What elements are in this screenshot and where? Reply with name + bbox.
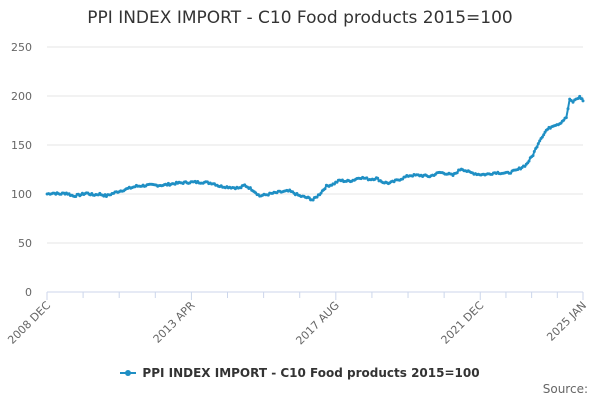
x-tick-label: 2025 JAN — [544, 299, 589, 344]
y-tick-labels: 0 50 100 150 200 250 — [11, 41, 32, 299]
y-tick-label: 200 — [11, 90, 32, 103]
data-point — [248, 186, 252, 190]
y-tick-label: 0 — [25, 286, 32, 299]
data-point — [535, 145, 539, 149]
y-tick-label: 250 — [11, 41, 32, 54]
y-tick-label: 50 — [18, 237, 32, 250]
x-tick-label: 2021 DEC — [439, 299, 487, 347]
data-point — [571, 100, 575, 104]
data-point — [542, 133, 546, 137]
series-line — [46, 95, 584, 201]
x-tick-label: 2017 AUG — [293, 299, 342, 348]
data-point — [532, 150, 536, 153]
data-point — [531, 154, 535, 158]
series-layer — [45, 94, 585, 202]
gridlines — [47, 46, 583, 244]
x-tick-labels: 2008 DEC 2013 APR 2017 AUG 2021 DEC 2025 JAN — [5, 299, 589, 348]
data-point — [566, 107, 570, 111]
data-point — [562, 118, 566, 122]
data-point — [576, 97, 580, 100]
legend-line-marker — [120, 369, 137, 376]
y-tick-label: 100 — [11, 188, 32, 201]
data-point — [319, 191, 323, 195]
data-point — [536, 142, 540, 146]
legend-label: PPI INDEX IMPORT - C10 Food products 201… — [142, 366, 480, 380]
data-point — [564, 116, 568, 120]
x-tick-label: 2013 APR — [151, 299, 198, 346]
source-label: Source: — [542, 382, 588, 396]
legend-dot-marker — [125, 369, 132, 376]
data-point — [540, 135, 544, 139]
y-tick-label: 150 — [11, 139, 32, 152]
data-point — [376, 176, 380, 180]
axes — [46, 291, 584, 300]
data-point — [509, 171, 513, 175]
data-point — [311, 198, 315, 202]
x-tick-label: 2008 DEC — [5, 299, 53, 347]
chart-title: PPI INDEX IMPORT - C10 Food products 201… — [87, 8, 513, 28]
data-point — [315, 195, 319, 199]
legend[interactable]: PPI INDEX IMPORT - C10 Food products 201… — [0, 366, 600, 380]
data-point — [455, 171, 459, 175]
data-point — [323, 187, 327, 191]
data-point — [527, 159, 531, 163]
data-point — [538, 139, 542, 143]
data-point — [581, 99, 585, 103]
